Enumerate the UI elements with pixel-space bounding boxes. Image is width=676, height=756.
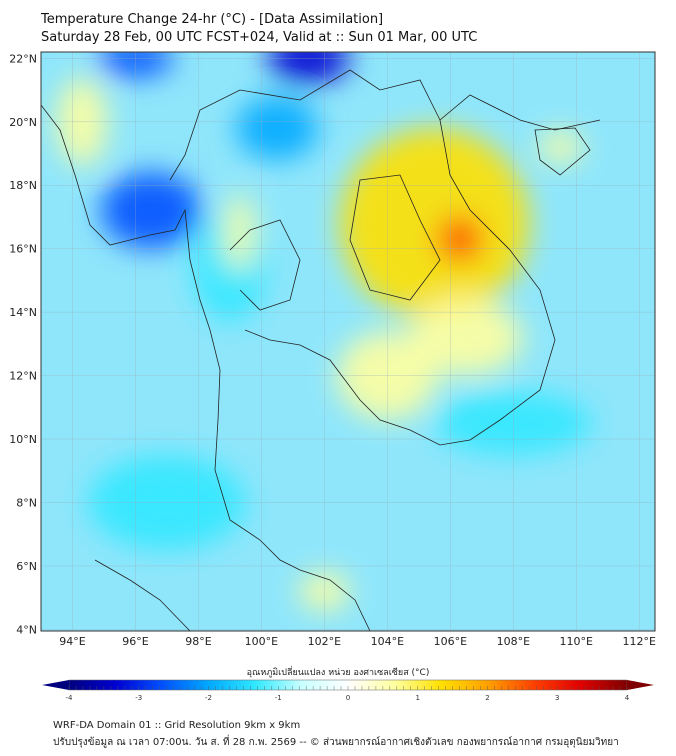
colorbar-tick-label: -4 [66,694,74,702]
latitude-label: 16°N [9,243,37,256]
latitude-label: 14°N [9,306,37,319]
longitude-label: 96°E [122,635,148,648]
colorbar-tick-label: -2 [205,694,212,702]
latitude-label: 10°N [9,433,37,446]
chart-subtitle: Saturday 28 Feb, 00 UTC FCST+024, Valid … [41,30,478,45]
temperature-anomaly-region [223,194,256,271]
latitude-label: 22°N [9,52,37,65]
colorbar: -4 -3 -2 -1 0 1 2 3 4 [42,679,654,702]
colorbar-max-extend [627,680,654,690]
temperature-anomaly-region [100,172,202,249]
latitude-label: 4°N [16,623,37,636]
longitude-label: 102°E [308,635,341,648]
colorbar-tick-label: 1 [416,694,420,702]
temperature-anomaly-region [409,299,523,376]
longitude-label: 104°E [371,635,404,648]
footer-update-info: ปรับปรุงข้อมูล ณ เวลา 07:00น. วัน ส. ที่… [53,737,619,748]
colorbar-tick-label: -3 [135,694,142,702]
longitude-label: 100°E [245,635,278,648]
latitude-label: 18°N [9,179,37,192]
temperature-anomaly-region [340,128,530,319]
longitude-label: 112°E [623,635,656,648]
longitude-label: 94°E [59,635,85,648]
colorbar-tick-label: 4 [625,694,630,702]
latitude-label: 20°N [9,116,37,129]
longitude-label: 108°E [497,635,530,648]
map-frame [40,51,656,632]
longitude-label: 106°E [434,635,467,648]
colorbar-label: อุณหภูมิเปลี่ยนแปลง หน่วย องศาเซลเซียส (… [246,668,430,678]
temperature-anomaly-region [538,131,583,164]
temperature-anomaly-region [437,216,482,262]
colorbar-tick-label: 2 [485,694,489,702]
latitude-label: 8°N [16,497,37,510]
latitude-label: 12°N [9,370,37,383]
longitude-label: 98°E [185,635,211,648]
colorbar-min-extend [42,680,69,690]
temperature-anomaly-region [236,96,319,160]
coastline [41,69,601,631]
colorbar-tick-label: 3 [555,694,559,702]
colorbar-tick-label: 0 [346,694,350,702]
chart-title: Temperature Change 24-hr (°C) - [Data As… [41,12,384,27]
temperature-anomaly-region [267,52,350,84]
latitude-label: 6°N [16,560,37,573]
longitude-label: 110°E [560,635,593,648]
colorbar-tick-label: -1 [275,694,282,702]
footer-model-info: WRF-DA Domain 01 :: Grid Resolution 9km … [53,720,301,731]
